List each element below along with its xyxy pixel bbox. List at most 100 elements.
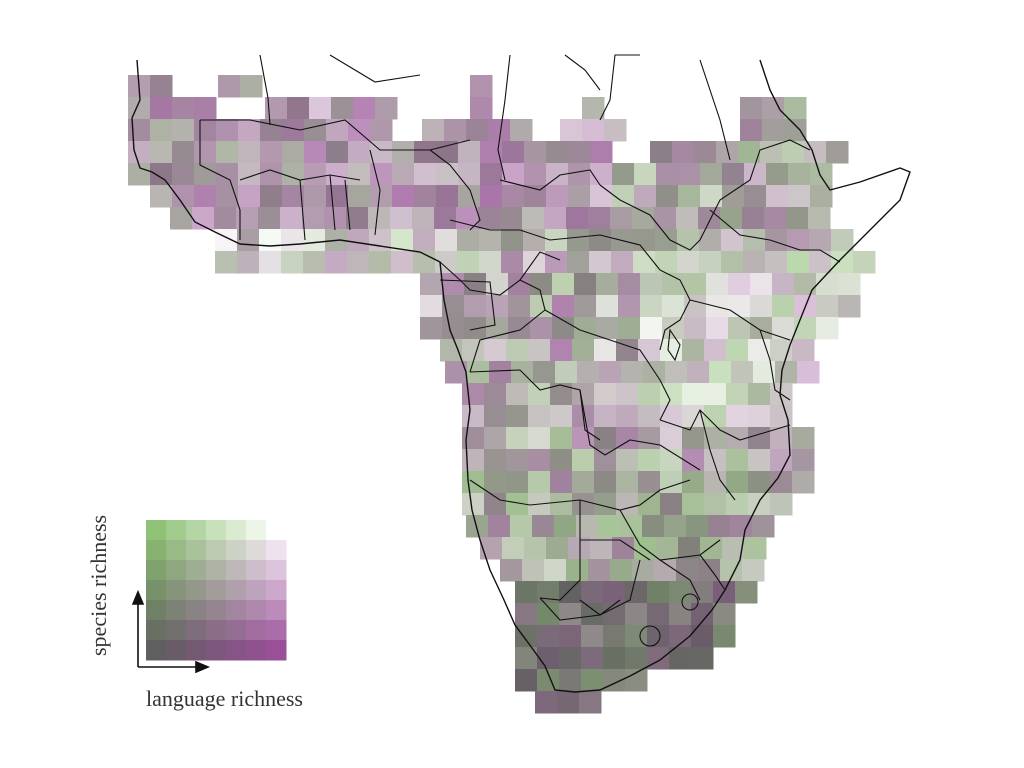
grid-cell bbox=[853, 251, 876, 274]
grid-cell bbox=[616, 449, 639, 472]
grid-cell bbox=[466, 515, 489, 538]
grid-cell bbox=[726, 449, 749, 472]
grid-cell bbox=[720, 559, 743, 582]
grid-cell bbox=[480, 185, 503, 208]
grid-cell bbox=[550, 471, 573, 494]
grid-cell bbox=[533, 361, 556, 384]
grid-cell bbox=[414, 163, 437, 186]
grid-cell bbox=[684, 317, 707, 340]
grid-cell bbox=[748, 493, 771, 516]
grid-cell bbox=[787, 229, 810, 252]
legend-cell bbox=[166, 520, 187, 541]
grid-cell bbox=[603, 647, 626, 670]
grid-cell bbox=[775, 361, 798, 384]
grid-cell bbox=[545, 229, 568, 252]
grid-cell bbox=[722, 537, 745, 560]
grid-cell bbox=[594, 471, 617, 494]
legend-x-label: language richness bbox=[146, 686, 303, 711]
grid-cell bbox=[528, 339, 551, 362]
grid-cell bbox=[550, 449, 573, 472]
grid-cell bbox=[728, 317, 751, 340]
grid-cell bbox=[638, 339, 661, 362]
grid-cell bbox=[537, 603, 560, 626]
grid-cell bbox=[816, 273, 839, 296]
grid-cell bbox=[369, 229, 392, 252]
grid-cell bbox=[462, 449, 485, 472]
grid-cell bbox=[577, 361, 600, 384]
grid-cell bbox=[568, 537, 591, 560]
grid-cell bbox=[347, 251, 370, 274]
grid-cell bbox=[537, 625, 560, 648]
grid-cell bbox=[528, 383, 551, 406]
grid-cell bbox=[704, 405, 727, 428]
grid-cell bbox=[260, 185, 283, 208]
grid-cell bbox=[420, 317, 443, 340]
grid-cell bbox=[669, 625, 692, 648]
grid-cell bbox=[506, 383, 529, 406]
grid-cell bbox=[792, 427, 815, 450]
grid-cell bbox=[669, 647, 692, 670]
grid-cell bbox=[726, 493, 749, 516]
grid-cell bbox=[414, 141, 437, 164]
grid-cell bbox=[412, 207, 435, 230]
grid-cell bbox=[788, 185, 811, 208]
legend-cell bbox=[166, 540, 187, 561]
legend-cell bbox=[166, 560, 187, 581]
grid-cell bbox=[550, 493, 573, 516]
legend-cell bbox=[246, 520, 267, 541]
grid-cell bbox=[414, 185, 437, 208]
legend-y-label: species richness bbox=[86, 515, 111, 656]
grid-cell bbox=[770, 471, 793, 494]
grid-cell bbox=[515, 581, 538, 604]
grid-cell bbox=[660, 427, 683, 450]
grid-cell bbox=[544, 207, 567, 230]
grid-cell bbox=[634, 163, 657, 186]
grid-cell bbox=[764, 207, 787, 230]
grid-cell bbox=[172, 185, 195, 208]
grid-cell bbox=[282, 185, 305, 208]
grid-cell bbox=[506, 427, 529, 450]
grid-cell bbox=[524, 185, 547, 208]
grid-cell bbox=[612, 537, 635, 560]
grid-cell bbox=[669, 603, 692, 626]
grid-cell bbox=[568, 185, 591, 208]
grid-cell bbox=[691, 581, 714, 604]
grid-cell bbox=[665, 361, 688, 384]
grid-cell bbox=[678, 163, 701, 186]
legend-cell bbox=[146, 520, 167, 541]
grid-cell bbox=[325, 251, 348, 274]
grid-cell bbox=[456, 207, 479, 230]
grid-cell bbox=[588, 559, 611, 582]
grid-cell bbox=[742, 559, 765, 582]
grid-cell bbox=[523, 251, 546, 274]
grid-cell bbox=[194, 97, 217, 120]
grid-cell bbox=[687, 361, 710, 384]
grid-cell bbox=[572, 493, 595, 516]
grid-cell bbox=[559, 647, 582, 670]
grid-cell bbox=[640, 295, 663, 318]
grid-cell bbox=[444, 119, 467, 142]
grid-cell bbox=[590, 185, 613, 208]
grid-cell bbox=[642, 515, 665, 538]
legend-cell bbox=[166, 640, 187, 661]
grid-cell bbox=[676, 207, 699, 230]
grid-cell bbox=[391, 251, 414, 274]
grid-cell bbox=[346, 207, 369, 230]
grid-cell bbox=[770, 405, 793, 428]
grid-cell bbox=[282, 141, 305, 164]
grid-cell bbox=[260, 119, 283, 142]
grid-cell bbox=[647, 625, 670, 648]
grid-cell bbox=[625, 603, 648, 626]
grid-cell bbox=[748, 471, 771, 494]
grid-cell bbox=[528, 405, 551, 428]
grid-cell bbox=[560, 119, 583, 142]
grid-cell bbox=[760, 141, 783, 164]
grid-cell bbox=[647, 603, 670, 626]
grid-cell bbox=[770, 427, 793, 450]
grid-cell bbox=[654, 559, 677, 582]
legend-cell bbox=[166, 600, 187, 621]
grid-cell bbox=[594, 449, 617, 472]
grid-cell bbox=[594, 493, 617, 516]
grid-cell bbox=[669, 581, 692, 604]
richness-grid-cells bbox=[128, 75, 876, 714]
